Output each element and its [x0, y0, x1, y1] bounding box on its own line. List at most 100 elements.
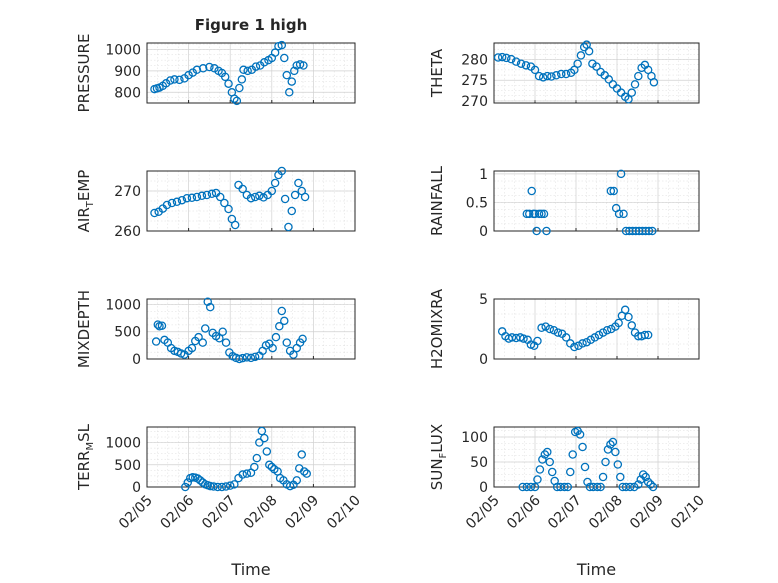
data-point: [549, 325, 559, 335]
data-point: [237, 75, 247, 84]
x-tick-label: 02/05: [116, 493, 156, 533]
data-point: [530, 65, 540, 75]
data-point: [604, 75, 614, 84]
data-point: [540, 450, 550, 459]
data-point: [608, 80, 618, 89]
data-point: [232, 96, 242, 106]
y-tick-label: 1000: [105, 297, 141, 313]
data-point: [553, 328, 563, 337]
data-point: [534, 71, 544, 81]
data-point: [563, 482, 573, 492]
data-point: [235, 83, 244, 93]
data-point: [570, 342, 579, 352]
data-point: [215, 192, 225, 202]
data-point: [598, 472, 608, 482]
data-point: [535, 465, 545, 474]
data-point: [586, 335, 596, 345]
data-point: [277, 40, 287, 50]
data-point: [537, 323, 546, 333]
x-tick-label: 02/06: [504, 492, 544, 532]
data-point: [538, 455, 547, 464]
data-point: [205, 302, 215, 312]
data-point: [534, 209, 544, 219]
data-point: [636, 475, 646, 484]
y-axis-label: PRESSURE: [75, 34, 93, 113]
data-point: [150, 208, 159, 218]
data-point: [267, 462, 277, 472]
data-point: [621, 482, 631, 492]
data-point: [507, 333, 517, 342]
data-point: [221, 482, 231, 491]
x-axis-label: Time: [230, 560, 270, 579]
y-label-part: H2OMIXRA: [428, 288, 446, 369]
axes-frame: [146, 298, 356, 360]
y-tick-label: 260: [114, 224, 141, 240]
data-point: [541, 322, 550, 331]
data-point: [270, 48, 280, 57]
data-point: [200, 324, 210, 333]
figure-title: Figure 1 high: [195, 16, 308, 34]
data-point: [543, 71, 552, 81]
data-point: [260, 433, 269, 443]
data-series: [151, 297, 307, 364]
data-point: [172, 197, 182, 207]
data-point: [251, 62, 261, 71]
data-point: [238, 470, 247, 479]
data-point: [537, 209, 546, 219]
y-label-part: RAINFALL: [428, 165, 446, 236]
y-tick-label: 1000: [105, 42, 141, 58]
axes-frame: [146, 170, 356, 232]
data-point: [522, 482, 532, 492]
data-point: [609, 186, 618, 196]
data-point: [561, 333, 571, 342]
data-point: [177, 195, 187, 205]
subplot-4: 0 0.5 1 RAINFALL: [428, 165, 700, 240]
data-point: [220, 72, 230, 82]
data-point: [270, 178, 280, 188]
data-point: [282, 338, 292, 347]
y-tick-label: 1: [479, 167, 488, 183]
data-point: [290, 190, 300, 200]
data-point: [224, 79, 233, 88]
data-point: [614, 209, 624, 219]
data-point: [624, 312, 633, 322]
data-point: [547, 72, 556, 81]
y-label-part: PRESSURE: [75, 34, 93, 113]
data-point: [594, 330, 604, 340]
data-point: [157, 321, 167, 330]
data-point: [638, 470, 648, 479]
data-point: [267, 186, 277, 196]
y-tick-label: 0: [132, 480, 141, 496]
y-label-subscript: F: [438, 452, 449, 458]
data-point: [584, 47, 594, 56]
subplot-6: 0 5 H2OMIXRA: [428, 288, 700, 369]
data-point: [230, 220, 240, 230]
y-axis-label: TERRMSL: [75, 423, 96, 491]
data-point: [280, 194, 290, 204]
data-point: [590, 333, 600, 342]
y-label-part: SUN: [428, 458, 446, 490]
data-point: [297, 450, 307, 459]
data-point: [243, 66, 252, 76]
y-tick-label: 5: [479, 292, 488, 308]
y-label-part: THETA: [428, 48, 446, 98]
data-point: [252, 453, 262, 463]
y-label-part: SL: [75, 423, 93, 442]
data-point: [592, 62, 601, 71]
data-point: [643, 330, 653, 340]
data-point: [579, 42, 589, 52]
data-point: [616, 88, 626, 97]
subplot-8: 0 50 100 SUNFLUX 02/05 02/06 02/07 02/08 02/09 02…: [428, 424, 708, 579]
data-point: [198, 338, 207, 347]
data-point: [182, 193, 192, 203]
data-point: [578, 339, 587, 348]
data-point: [210, 64, 219, 73]
data-point: [242, 469, 252, 478]
x-tick-label: 02/10: [324, 493, 364, 533]
data-point: [215, 334, 224, 343]
data-point: [493, 53, 503, 62]
data-point: [527, 186, 536, 196]
data-point: [614, 318, 623, 328]
data-point: [203, 297, 212, 306]
data-point: [153, 320, 163, 329]
